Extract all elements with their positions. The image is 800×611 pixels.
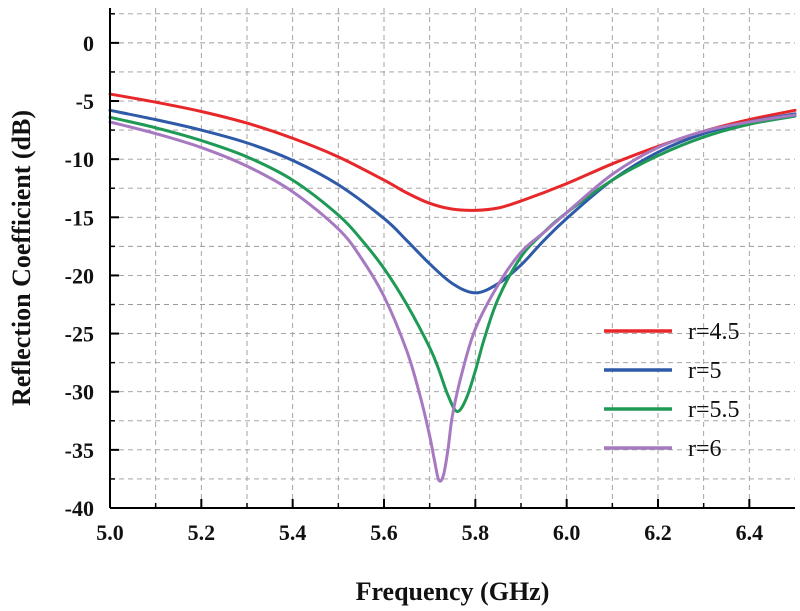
x-axis-title: Frequency (GHz) bbox=[356, 577, 550, 606]
legend-label: r=5.5 bbox=[688, 397, 740, 423]
legend-label: r=6 bbox=[688, 436, 722, 462]
plot-lines bbox=[108, 92, 797, 483]
x-tick-label: 6.2 bbox=[644, 520, 672, 545]
y-tick-label: -35 bbox=[65, 438, 94, 463]
x-tick-label: 5.4 bbox=[279, 520, 307, 545]
legend-label: r=5 bbox=[688, 358, 722, 384]
y-tick-label: -40 bbox=[65, 496, 94, 521]
x-tick-label: 5.0 bbox=[96, 520, 124, 545]
y-tick-label: -10 bbox=[65, 147, 94, 172]
series-line-r-5-5 bbox=[108, 114, 797, 413]
legend-label: r=4.5 bbox=[688, 319, 740, 345]
y-tick-label: 0 bbox=[83, 31, 94, 56]
x-tick-label: 6.4 bbox=[736, 520, 764, 545]
y-tick-label: -30 bbox=[65, 380, 94, 405]
grid bbox=[110, 8, 795, 508]
x-tick-label: 5.2 bbox=[188, 520, 216, 545]
y-tick-label: -15 bbox=[65, 205, 94, 230]
y-axis-ticks: 0 -5 -10 -15 -20 -25 -30 -35 -40 bbox=[65, 31, 119, 521]
series-line-r-6 bbox=[108, 113, 797, 483]
y-tick-label: -5 bbox=[76, 89, 94, 114]
x-axis-ticks: 5.0 5.2 5.4 5.6 5.8 6.0 6.2 6.4 bbox=[96, 499, 763, 545]
legend: r=4.5 r=5 r=5.5 r=6 bbox=[604, 319, 740, 462]
series-line-r-5 bbox=[108, 108, 797, 295]
x-tick-label: 6.0 bbox=[553, 520, 581, 545]
y-tick-label: -25 bbox=[65, 322, 94, 347]
axes bbox=[109, 8, 795, 509]
y-tick-label: -20 bbox=[65, 263, 94, 288]
x-tick-label: 5.8 bbox=[462, 520, 490, 545]
y-axis-title: Reflection Coefficient (dB) bbox=[7, 110, 36, 406]
x-tick-label: 5.6 bbox=[370, 520, 398, 545]
